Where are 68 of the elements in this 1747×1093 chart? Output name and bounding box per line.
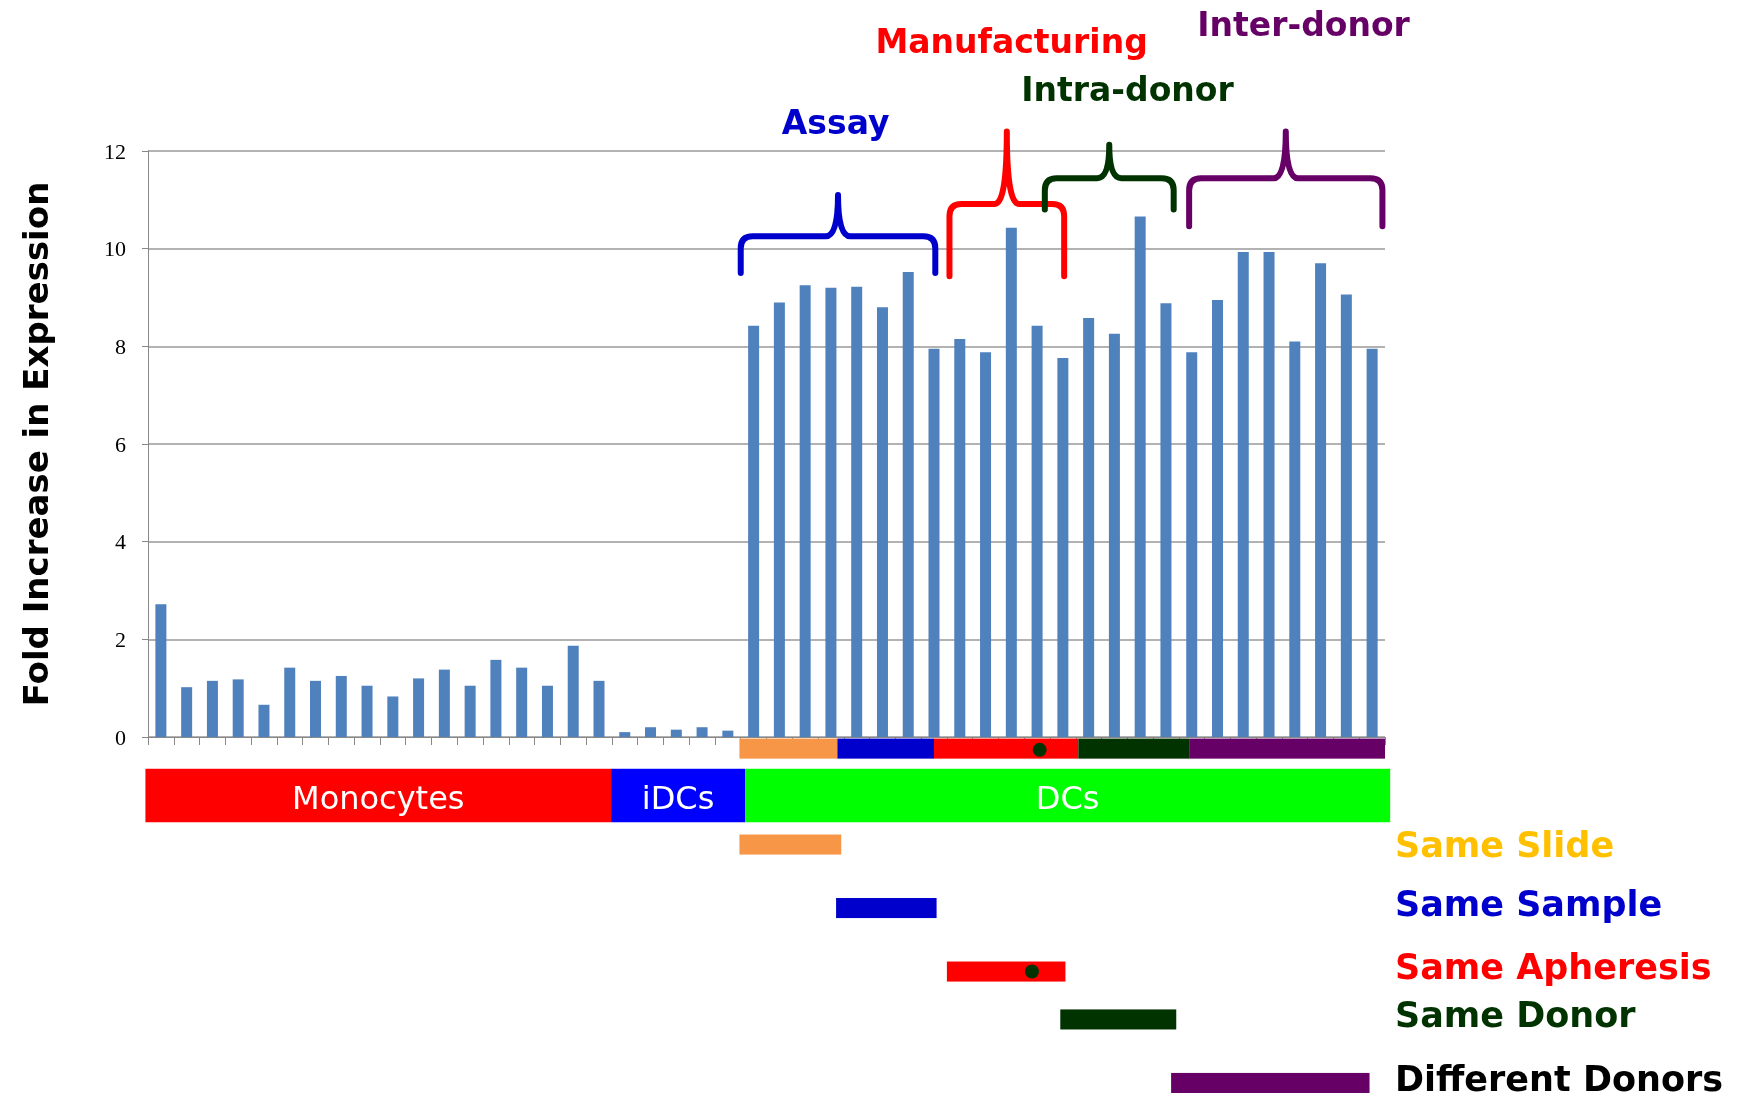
bar: [206, 680, 218, 737]
bar: [619, 732, 631, 737]
text: Same Donor: [1394, 995, 1637, 1035]
y-tick-label: 12: [104, 138, 126, 164]
bar: [1263, 252, 1275, 737]
bar: [799, 285, 811, 737]
bar: [413, 678, 425, 737]
bar: [1005, 227, 1017, 737]
bar: [232, 679, 244, 737]
text: iDCs: [641, 778, 715, 817]
bar: [722, 730, 734, 737]
bar: [284, 667, 296, 737]
bar: [1340, 294, 1352, 737]
bar: [1211, 299, 1223, 737]
bar: [335, 675, 347, 737]
text: DCs: [1035, 778, 1100, 817]
bar: [1186, 352, 1198, 737]
bar: [670, 729, 682, 737]
text: Manufacturing: [875, 21, 1148, 61]
bar: [773, 302, 785, 737]
bar: [593, 680, 605, 737]
bar: [387, 696, 399, 737]
text: Assay: [781, 103, 890, 143]
y-tick-label: 10: [104, 236, 126, 262]
text: Monocytes: [292, 778, 465, 817]
bar: [954, 339, 966, 737]
bar: [1160, 303, 1172, 737]
bar: [1366, 348, 1378, 737]
bar: [1315, 263, 1327, 737]
text: Same Sample: [1394, 883, 1663, 924]
y-tick-label: 4: [115, 529, 126, 555]
bar: [696, 727, 708, 737]
bar: [361, 685, 373, 737]
bar: [1057, 358, 1069, 737]
bar: [310, 680, 322, 737]
bar: [1031, 325, 1043, 737]
bar: [1134, 216, 1146, 737]
bar: [645, 727, 657, 737]
bar: [490, 659, 502, 737]
bar: [1237, 252, 1249, 737]
bar: [876, 307, 888, 737]
bar: [928, 348, 940, 737]
bar: [825, 287, 837, 737]
text: Different Donors: [1394, 1058, 1724, 1093]
text: Intra-donor: [1021, 69, 1235, 109]
y-tick-label: 8: [115, 333, 126, 359]
bar: [464, 685, 476, 737]
bar: [258, 704, 270, 737]
bar: [902, 272, 914, 737]
bar: [1083, 318, 1095, 737]
y-tick-label: 2: [115, 626, 126, 652]
bar: [181, 687, 193, 737]
text: Same Apheresis: [1394, 947, 1712, 988]
bar: [980, 352, 992, 737]
bar: [567, 645, 579, 737]
y-tick-label: 6: [115, 431, 126, 457]
text: Inter-donor: [1197, 5, 1411, 45]
bar: [1108, 333, 1120, 737]
y-tick-label: 0: [115, 724, 126, 750]
bar: [438, 669, 450, 737]
bar: [851, 286, 863, 737]
bar: [748, 325, 760, 737]
bar: [541, 685, 553, 737]
y-axis-title: Fold Increase in Expression: [16, 181, 56, 707]
bar: [155, 604, 167, 737]
bar: [516, 667, 528, 737]
text: Same Slide: [1394, 824, 1615, 865]
bar: [1289, 341, 1301, 737]
